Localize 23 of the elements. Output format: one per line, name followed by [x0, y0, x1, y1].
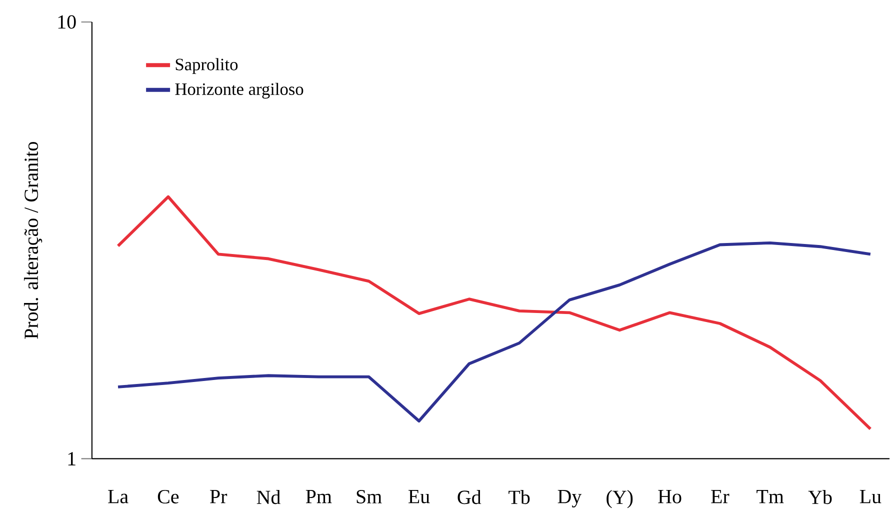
x-tick-label: Sm	[356, 490, 382, 504]
x-tick-label: Ho	[658, 490, 682, 504]
y-axis-title: Prod. alteração / Granito	[24, 142, 42, 340]
x-tick-label: Lu	[860, 490, 882, 504]
x-tick-label: Dy	[558, 490, 582, 508]
x-tick-label: Pr	[210, 490, 228, 504]
x-tick-label: Er	[711, 490, 730, 504]
x-tick-label: (Y)	[606, 490, 633, 508]
line-series	[116, 242, 872, 423]
y-tick-label: 1	[68, 452, 76, 466]
x-tick-label: Ce	[158, 490, 179, 504]
x-tick-label: Gd	[458, 490, 482, 504]
x-tick-label: Tb	[508, 490, 530, 504]
x-tick-label: Pm	[306, 490, 332, 504]
x-tick-label: Nd	[256, 490, 280, 504]
y-tick-label: 10	[58, 15, 76, 29]
line-series	[116, 196, 872, 431]
x-tick-label: Eu	[408, 490, 430, 504]
x-tick-label: Tm	[756, 490, 784, 504]
legend-label: Saprolito	[176, 58, 238, 74]
x-tick-label: La	[108, 490, 128, 504]
x-tick-label: Yb	[808, 490, 832, 504]
legend-label: Horizonte argiloso	[175, 83, 304, 99]
